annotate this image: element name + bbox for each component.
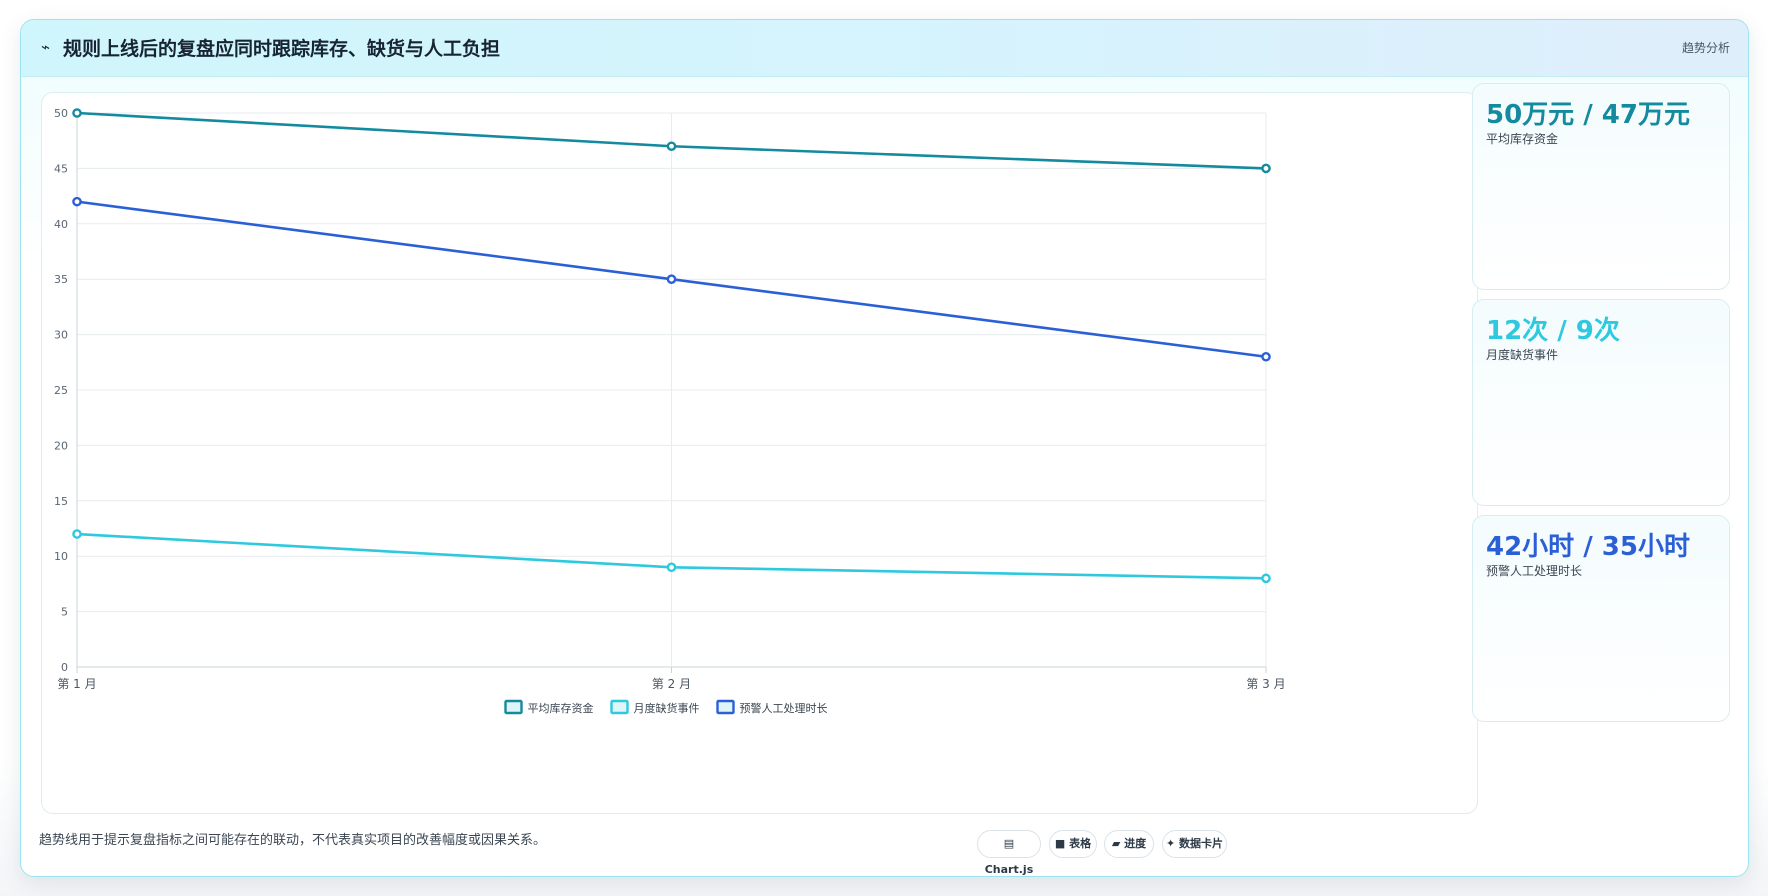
data-point — [72, 529, 82, 539]
stat-card-stockout: 12次 / 9次 月度缺货事件 — [1472, 299, 1730, 506]
chip-label: 表格 — [1069, 837, 1092, 850]
stat-value: 12次 / 9次 — [1486, 316, 1620, 346]
y-tick-label: 45 — [54, 162, 68, 175]
chip-label: Chart.js — [984, 863, 1034, 876]
stat-label: 月度缺货事件 — [1486, 348, 1559, 362]
trend-icon: ⌁ — [41, 38, 51, 56]
data-point — [72, 108, 82, 118]
x-tick-label: 第 1 月 — [57, 677, 96, 691]
chart-panel: 0 5 10 15 20 25 30 35 40 45 50 第 1 月 第 2 月 第 3 月平均库存资… — [41, 92, 1478, 814]
legend-swatch — [716, 699, 735, 715]
stat-label: 预警人工处理时长 — [1486, 564, 1583, 578]
card-header: ⌁ 规则上线后的复盘应同时跟踪库存、缺货与人工负担 趋势分析 — [21, 20, 1748, 77]
stat-value: 42小时 / 35小时 — [1486, 532, 1690, 562]
progress-icon: ▰ — [1111, 837, 1121, 850]
data-point — [1261, 163, 1271, 174]
y-tick-label: 15 — [54, 495, 68, 508]
category-tag: 趋势分析 — [1681, 41, 1730, 55]
legend-swatch — [504, 699, 523, 715]
stat-card-inventory: 50万元 / 47万元 平均库存资金 — [1472, 83, 1730, 290]
stat-label: 平均库存资金 — [1486, 132, 1559, 146]
stat-value: 50万元 / 47万元 — [1486, 100, 1690, 130]
y-tick-label: 5 — [61, 606, 68, 619]
data-point — [1261, 351, 1271, 362]
legend-label: 月度缺货事件 — [634, 701, 700, 715]
legend-label: 预警人工处理时长 — [740, 701, 828, 715]
footer-note: 趋势线用于提示复盘指标之间可能存在的联动，不代表真实项目的改善幅度或因果关系。 — [39, 833, 547, 848]
data-point — [72, 196, 82, 207]
chart-icon: ▤ — [1003, 837, 1015, 850]
chip-label: 进度 — [1124, 837, 1147, 850]
legend-label: 平均库存资金 — [528, 701, 594, 715]
y-tick-label: 0 — [61, 661, 68, 674]
line-chart: 0 5 10 15 20 25 30 35 40 45 50 第 1 月 第 2 月 第 3 月平均库存资… — [54, 107, 1286, 715]
data-point — [666, 274, 677, 284]
chip-table[interactable]: ■ 表格 — [1049, 830, 1097, 858]
chip-data-card[interactable]: ✦ 数据卡片 — [1162, 830, 1227, 858]
data-point — [666, 562, 677, 573]
y-tick-label: 50 — [54, 107, 68, 120]
stat-card-labor: 42小时 / 35小时 预警人工处理时长 — [1472, 515, 1730, 722]
table-icon: ■ — [1054, 837, 1066, 850]
y-tick-label: 20 — [54, 439, 68, 452]
x-tick-label: 第 3 月 — [1246, 677, 1285, 691]
x-tick-label: 第 2 月 — [652, 677, 691, 691]
page-title: 规则上线后的复盘应同时跟踪库存、缺货与人工负担 — [63, 38, 501, 60]
data-point — [666, 141, 677, 152]
y-tick-label: 35 — [54, 273, 68, 286]
data-point — [1261, 573, 1271, 584]
report-card: ⌁ 规则上线后的复盘应同时跟踪库存、缺货与人工负担 趋势分析 0 5 10 15 20 2… — [20, 19, 1749, 877]
legend-swatch — [610, 699, 629, 715]
y-tick-label: 40 — [54, 218, 68, 231]
chip-label: 数据卡片 — [1179, 837, 1224, 850]
chip-chartjs[interactable]: ▤ Chart.js — [977, 830, 1041, 876]
sparkle-icon: ✦ — [1165, 837, 1176, 850]
y-tick-label: 30 — [54, 329, 68, 342]
y-tick-label: 10 — [54, 550, 68, 563]
y-tick-label: 25 — [54, 384, 68, 397]
chip-progress[interactable]: ▰ 进度 — [1104, 830, 1154, 858]
